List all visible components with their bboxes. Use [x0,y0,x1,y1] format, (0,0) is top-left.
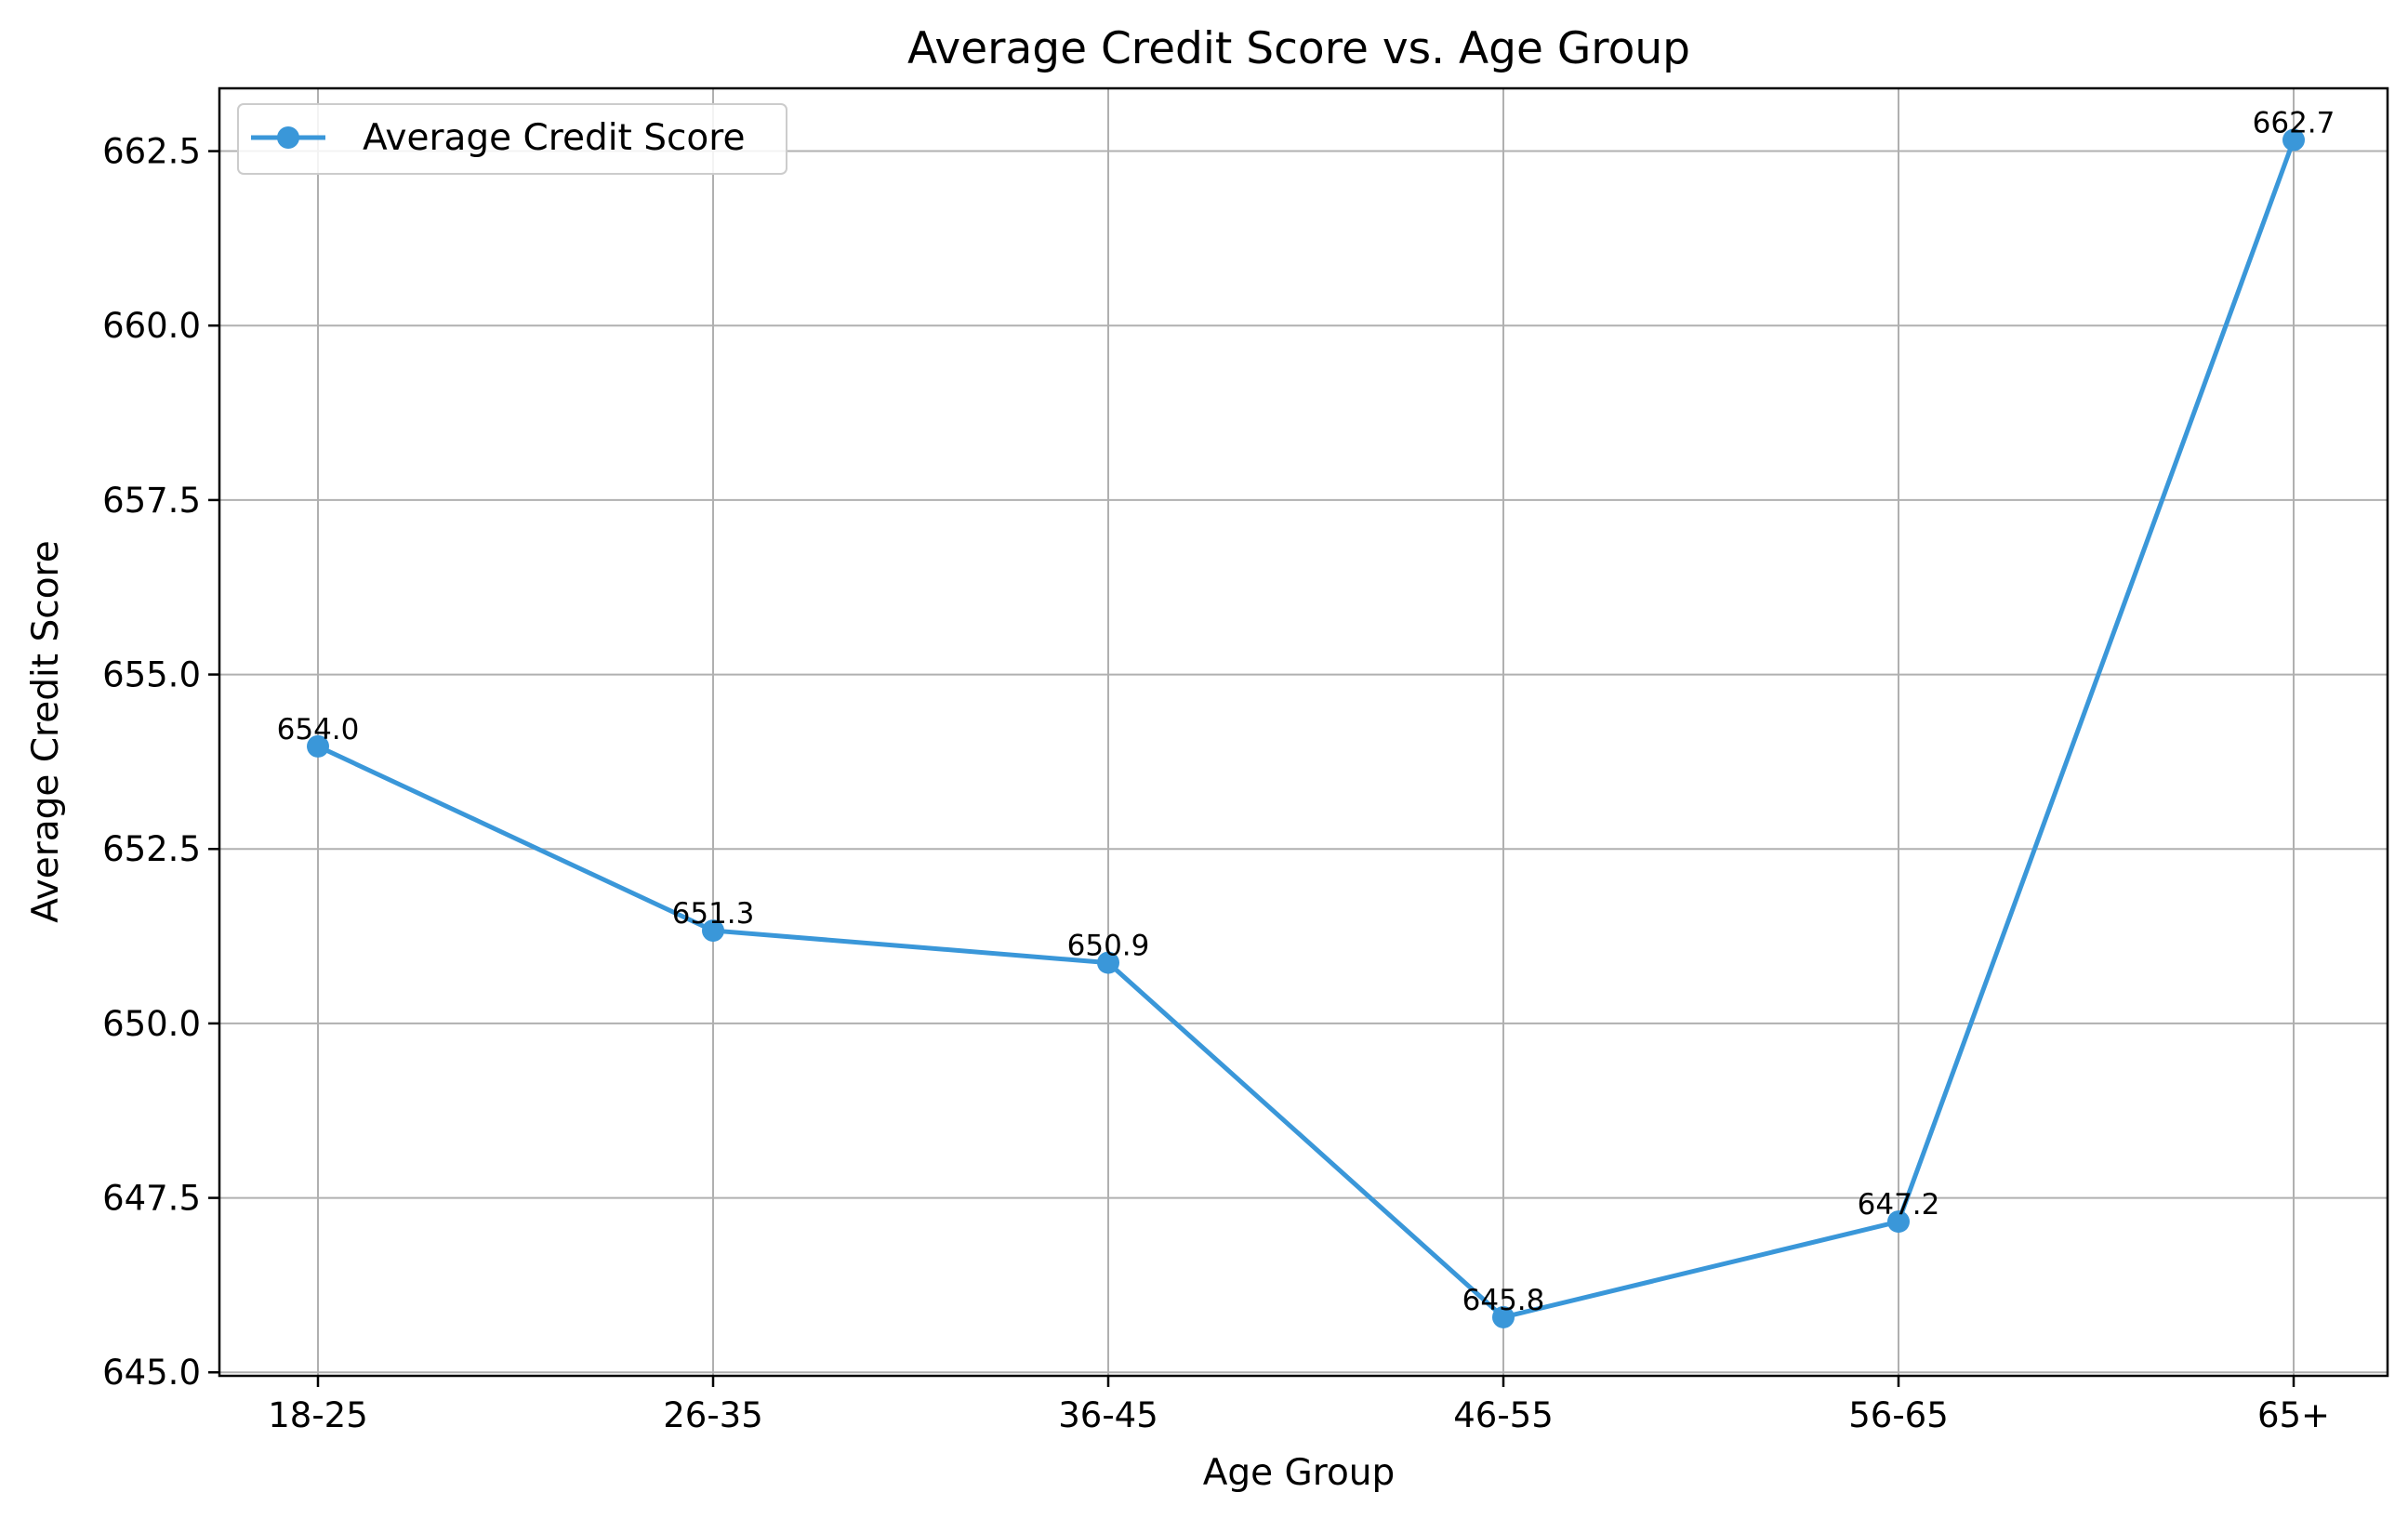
data-label: 645.8 [1462,1284,1545,1317]
legend-marker-swatch [277,126,299,149]
y-axis-label: Average Credit Score [25,540,67,922]
y-tick-label: 660.0 [102,306,201,346]
series-line [316,139,2296,1320]
data-label: 647.2 [1858,1188,1940,1222]
data-label: 651.3 [672,897,755,931]
data-label: 662.7 [2253,107,2335,140]
y-tick-label: 657.5 [102,481,201,521]
x-tick-label: 26-35 [663,1395,763,1435]
data-point [307,734,329,758]
data-point [2282,128,2305,152]
data-point [1492,1305,1515,1328]
x-axis-label: Age Group [1203,1452,1396,1494]
grid-lines [219,88,2388,1376]
x-tick-label: 36-45 [1058,1395,1158,1435]
plot-area: 654.0 651.3 650.9 645.8 647.2 662.7 [277,107,2335,1328]
x-tick-label: 65+ [2257,1395,2330,1435]
plot-frame [218,86,2389,1378]
data-label: 650.9 [1067,930,1150,963]
data-label: 654.0 [277,713,360,746]
data-point [1097,951,1119,974]
y-tick-label: 645.0 [102,1353,201,1393]
x-tick-label: 18-25 [268,1395,368,1435]
y-tick-label: 650.0 [102,1004,201,1044]
y-tick-label: 647.5 [102,1179,201,1219]
y-tick-label: 652.5 [102,829,201,869]
x-tick-label: 56-65 [1848,1395,1949,1435]
data-point [1887,1210,1910,1234]
y-tick-label: 662.5 [102,132,201,172]
axis-ticks: 18-25 26-35 36-45 46-55 56-65 65+ 645.0 647.5 65… [102,132,2330,1435]
x-tick-label: 46-55 [1453,1395,1554,1435]
legend: Average Credit Score [237,103,787,175]
y-tick-label: 655.0 [102,655,201,695]
legend-entry-label: Average Credit Score [363,117,745,159]
legend-box [237,103,787,175]
chart-title: Average Credit Score vs. Age Group [907,23,1690,74]
data-point [702,919,724,943]
